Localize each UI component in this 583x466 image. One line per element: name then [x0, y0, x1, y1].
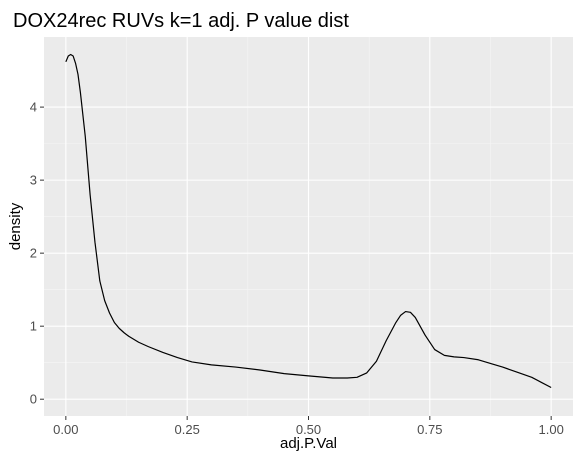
y-tick-label: 3	[30, 173, 37, 188]
x-tick-label: 1.00	[539, 422, 564, 437]
y-axis-title: density	[7, 202, 24, 250]
y-tick-label: 2	[30, 246, 37, 261]
y-axis: 0 1 2 3 4	[30, 100, 44, 407]
y-tick-label: 1	[30, 319, 37, 334]
x-axis: 0.00 0.25 0.50 0.75 1.00	[53, 416, 564, 437]
x-tick-label: 0.25	[175, 422, 200, 437]
x-tick-label: 0.00	[53, 422, 78, 437]
x-tick-label: 0.75	[417, 422, 442, 437]
major-gridlines	[44, 37, 573, 416]
x-axis-title: adj.P.Val	[280, 435, 337, 452]
x-tick-label: 0.50	[296, 422, 321, 437]
y-tick-label: 4	[30, 100, 37, 115]
density-line	[65, 53, 552, 389]
y-tick-label: 0	[30, 392, 37, 407]
chart-title: DOX24rec RUVs k=1 adj. P value dist	[13, 10, 349, 32]
